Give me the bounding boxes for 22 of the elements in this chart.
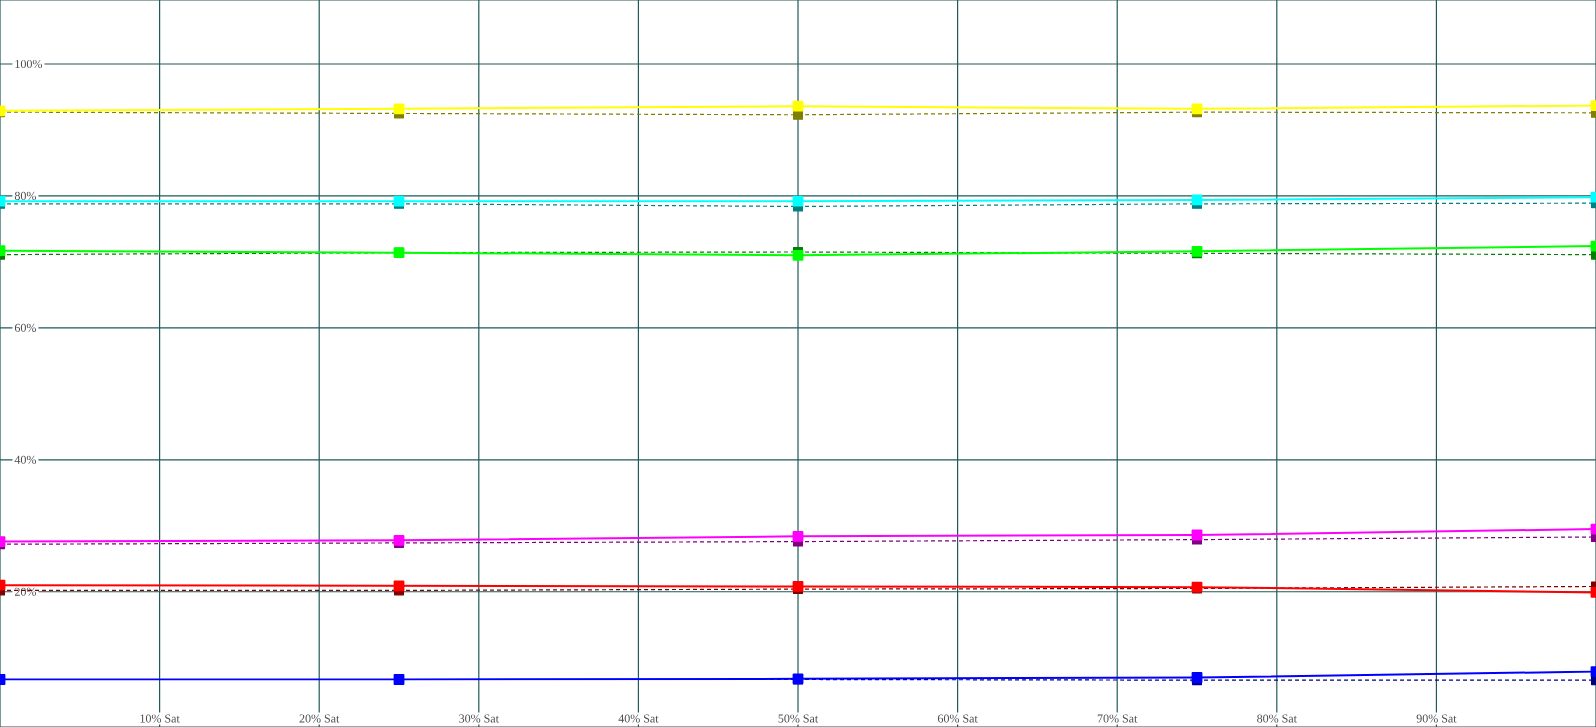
- point: [792, 249, 804, 261]
- y-tick-label: 20%: [14, 587, 37, 596]
- x-tick-label: 40% Sat: [618, 714, 659, 723]
- y-tick-label: 80%: [14, 191, 37, 200]
- y-tick-label: 100%: [15, 59, 43, 69]
- x-tick-label: 20% Sat: [299, 714, 340, 723]
- x-tick-label: 50% Sat: [778, 714, 819, 723]
- x-tick-label: 60% Sat: [937, 714, 978, 723]
- x-tick-label: 10% Sat: [140, 714, 180, 723]
- y-tick-label: 60%: [14, 323, 37, 332]
- point: [1191, 194, 1203, 206]
- point: [792, 100, 804, 112]
- point: [792, 530, 804, 542]
- x-tick-label: 70% Sat: [1097, 714, 1138, 723]
- x-tick-label: 90% Sat: [1416, 714, 1457, 723]
- x-tick-label: 30% Sat: [459, 714, 499, 723]
- point: [393, 103, 405, 115]
- x-tick-label: 80% Sat: [1257, 714, 1297, 723]
- point: [393, 580, 405, 592]
- point: [792, 195, 804, 207]
- point: [1191, 103, 1203, 115]
- y-tick-label: 40%: [14, 455, 37, 464]
